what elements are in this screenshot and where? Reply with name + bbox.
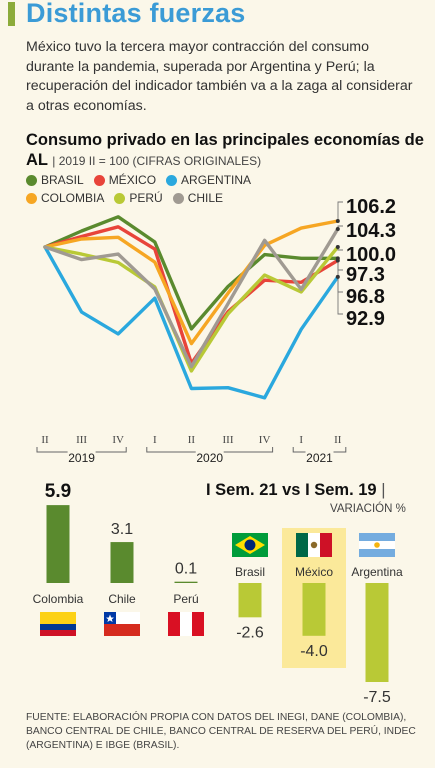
- legend-item-mexico: MÉXICO: [93, 173, 157, 187]
- endpoint-colombia: [335, 218, 340, 223]
- year-bracket-right: [333, 447, 347, 453]
- year-label: 2020: [196, 451, 223, 465]
- bar-value-label: -2.6: [236, 624, 264, 641]
- bar-value-label: 5.9: [45, 481, 71, 502]
- x-tick-label: III: [223, 434, 234, 446]
- bar-category-label: Perú: [173, 592, 198, 606]
- bar-argentina: [365, 583, 389, 682]
- bar-brasil: [238, 583, 262, 618]
- line-chart-subtitle-sep: |: [52, 154, 59, 168]
- bar-category-label: Chile: [108, 592, 136, 606]
- legend-item-argentina: ARGENTINA: [166, 173, 251, 187]
- endpoint-chile: [335, 226, 340, 231]
- legend-item-peru: PERÚ: [114, 191, 163, 205]
- page-title: Distintas fuerzas: [26, 0, 246, 28]
- end-label: 100.0: [346, 244, 396, 266]
- x-tick-label: III: [76, 434, 87, 446]
- flag-icon: [104, 612, 140, 636]
- end-label: 104.3: [346, 220, 396, 242]
- legend-label-colombia: COLOMBIA: [41, 191, 105, 205]
- end-label: 97.3: [346, 264, 385, 286]
- legend-label-mexico: MÉXICO: [108, 173, 157, 187]
- x-tick-label: II: [41, 434, 49, 446]
- intro-text: México tuvo la tercera mayor contracción…: [26, 39, 413, 114]
- legend-dot-mexico: [93, 174, 105, 186]
- year-bracket-left: [36, 447, 68, 453]
- title-accent-bar: [8, 2, 15, 26]
- legend-dot-argentina: [166, 174, 178, 186]
- bar-value-label: -7.5: [363, 689, 391, 706]
- end-label: 106.2: [346, 196, 396, 218]
- flag-icon: [40, 612, 76, 636]
- end-label: 96.8: [346, 286, 385, 308]
- flag-icon: [168, 612, 204, 636]
- x-tick-label: IV: [259, 434, 271, 446]
- line-chart-subtitle: 2019 II = 100 (CIFRAS ORIGINALES): [58, 154, 262, 168]
- line-series-colombia: [43, 219, 340, 346]
- line-series-argentina: [43, 245, 340, 400]
- line-series-chile: [43, 227, 340, 369]
- legend-item-colombia: COLOMBIA: [26, 191, 104, 205]
- legend-label-argentina: ARGENTINA: [181, 173, 252, 187]
- bar-peru: [174, 581, 198, 583]
- legend-dot-chile: [172, 192, 184, 204]
- leader-argentina: [337, 276, 343, 315]
- legend-dot-colombia: [26, 192, 37, 204]
- line-series-peru: [43, 245, 340, 373]
- year-label: 2021: [306, 451, 333, 465]
- bar-category-label: México: [295, 565, 333, 579]
- flag-icon: [296, 533, 332, 557]
- year-label: 2019: [68, 451, 95, 465]
- legend-label-brasil: BRASIL: [41, 173, 84, 187]
- legend-item-brasil: BRASIL: [26, 173, 84, 187]
- flag-icon: [232, 533, 268, 557]
- bar-chart-subtitle: VARIACIÓN %: [330, 503, 406, 515]
- bar-chart-title: I Sem. 21 vs I Sem. 19 |: [206, 481, 385, 500]
- bar-mexico: [302, 583, 326, 636]
- bar-category-label: Colombia: [33, 592, 84, 606]
- legend-label-peru: PERÚ: [129, 191, 163, 205]
- bar-chile: [110, 542, 134, 583]
- bar-chart-title-sep: |: [376, 481, 386, 499]
- x-tick-label: II: [334, 434, 342, 446]
- line-chart-title-text: Consumo privado en las principales econo…: [26, 131, 424, 169]
- bar-colombia: [46, 505, 70, 583]
- leader-colombia: [337, 201, 343, 222]
- legend-label-chile: CHILE: [187, 191, 224, 205]
- endpoint-argentina: [335, 274, 340, 279]
- bar-value-label: 3.1: [111, 521, 133, 538]
- endpoint-mexico: [335, 258, 340, 263]
- mexico-highlight: [282, 528, 346, 668]
- line-chart-title: Consumo privado en las principales econo…: [26, 130, 426, 171]
- bar-value-label: -4.0: [300, 643, 328, 660]
- legend-item-chile: CHILE: [172, 191, 224, 205]
- legend-dot-brasil: [26, 174, 37, 186]
- legend-row-1: BRASIL MÉXICO ARGENTINA: [26, 173, 251, 187]
- x-tick-label: IV: [112, 434, 124, 446]
- bar-category-label: Argentina: [351, 565, 403, 579]
- end-label: 92.9: [346, 308, 385, 330]
- flag-icon: [359, 533, 395, 557]
- year-bracket-left: [292, 447, 306, 453]
- bar-category-label: Brasil: [235, 565, 265, 579]
- year-bracket-left: [146, 447, 196, 453]
- year-bracket-right: [95, 447, 127, 453]
- x-tick-label: I: [299, 434, 303, 446]
- endpoint-peru: [335, 245, 340, 249]
- x-tick-label: I: [153, 434, 157, 446]
- year-bracket-right: [223, 447, 274, 453]
- legend-row-2: COLOMBIA PERÚ CHILE: [26, 191, 223, 205]
- x-tick-label: II: [188, 434, 196, 446]
- line-series-brasil: [43, 215, 340, 331]
- source-note: FUENTE: ELABORACIÓN PROPIA CON DATOS DEL…: [26, 712, 416, 751]
- bar-value-label: 0.1: [175, 561, 197, 578]
- legend-dot-peru: [114, 192, 126, 204]
- bar-chart-title-text: I Sem. 21 vs I Sem. 19: [206, 481, 377, 499]
